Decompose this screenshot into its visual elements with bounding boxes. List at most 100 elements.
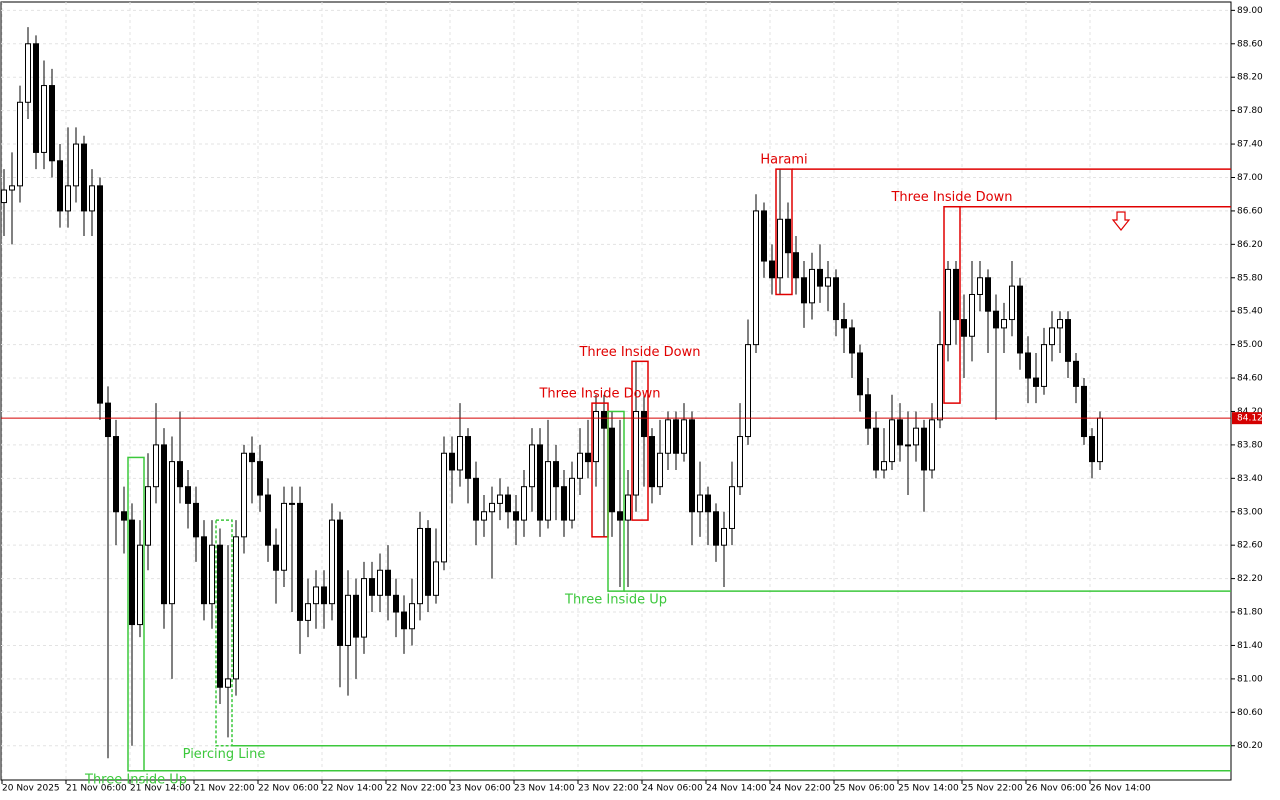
y-tick-label: 87.40 (1237, 140, 1263, 150)
candle-body (9, 185, 15, 191)
candle-body (41, 85, 47, 153)
pattern-label: Three Inside Down (538, 387, 660, 402)
candle-body (385, 569, 391, 596)
candle-body (241, 452, 247, 538)
candle-body (217, 544, 223, 688)
x-tick-label: 20 Nov 2025 (2, 784, 60, 794)
candle-body (953, 268, 959, 321)
candle-body (657, 452, 663, 488)
candle-body (481, 511, 487, 521)
candle-body (593, 410, 599, 463)
candle-body (321, 586, 327, 605)
candle-body (449, 452, 455, 471)
candle-body (585, 452, 591, 463)
candle-body (177, 461, 183, 488)
candle-body (105, 402, 111, 438)
pattern-label: Three Inside Up (564, 593, 667, 608)
candle-body (753, 210, 759, 346)
candle-body (1041, 344, 1047, 387)
candle-body (937, 344, 943, 421)
x-tick-label: 22 Nov 22:00 (386, 784, 447, 794)
candle-body (801, 277, 807, 304)
pattern-label: Three Inside Down (578, 345, 700, 360)
candle-body (745, 344, 751, 438)
candle-body (609, 427, 615, 513)
candle-body (641, 410, 647, 438)
candle-body (961, 319, 967, 337)
candle-body (849, 327, 855, 354)
candle-body (1089, 436, 1095, 463)
candle-body (441, 452, 447, 563)
candle-body (497, 494, 503, 504)
y-tick-label: 82.20 (1237, 574, 1263, 584)
x-tick-label: 25 Nov 14:00 (898, 784, 959, 794)
pattern-label: Three Inside Down (890, 190, 1012, 205)
pattern-label: Harami (760, 153, 807, 168)
candle-body (569, 477, 575, 521)
sell-arrow (1111, 211, 1131, 231)
candle-body (281, 502, 287, 571)
candle-body (233, 536, 239, 680)
candle-body (625, 494, 631, 521)
candle-body (113, 436, 119, 513)
candle-body (57, 160, 63, 212)
candle-body (201, 536, 207, 605)
candle-body (209, 544, 215, 605)
candle-body (129, 519, 135, 626)
candle-body (457, 436, 463, 471)
candle-body (545, 461, 551, 521)
x-tick-label: 23 Nov 06:00 (450, 784, 511, 794)
candle-body (97, 185, 103, 404)
candle-body (329, 519, 335, 605)
candle-body (377, 569, 383, 596)
candle-body (513, 511, 519, 521)
candle-body (1017, 285, 1023, 354)
candle-body (857, 352, 863, 396)
current-price-label: 84.12 (1237, 414, 1263, 424)
x-tick-label: 24 Nov 22:00 (770, 784, 831, 794)
y-tick-label: 83.00 (1237, 507, 1263, 517)
pattern-box (631, 360, 649, 521)
x-tick-label: 24 Nov 14:00 (706, 784, 767, 794)
candle-body (1025, 352, 1031, 379)
candle-body (617, 511, 623, 521)
x-tick-label: 25 Nov 06:00 (834, 784, 895, 794)
candle-body (425, 527, 431, 596)
y-tick-label: 80.60 (1237, 708, 1263, 718)
x-tick-label: 26 Nov 14:00 (1090, 784, 1151, 794)
candle-body (1009, 285, 1015, 321)
candle-body (89, 185, 95, 212)
x-tick-label: 21 Nov 14:00 (130, 784, 191, 794)
candle-body (865, 394, 871, 429)
candle-body (945, 268, 951, 346)
candle-body (737, 436, 743, 488)
candle-body (785, 218, 791, 254)
pattern-box (943, 205, 961, 404)
candle-body (409, 603, 415, 630)
y-tick-label: 84.20 (1237, 407, 1263, 417)
candle-body (969, 293, 975, 337)
candle-body (121, 511, 127, 521)
candle-body (713, 511, 719, 546)
candle-body (297, 502, 303, 621)
candle-body (265, 494, 271, 546)
candle-body (697, 494, 703, 513)
candle-body (825, 277, 831, 287)
candle-body (1033, 377, 1039, 387)
candle-body (473, 477, 479, 521)
candle-body (873, 427, 879, 471)
y-tick-label: 85.40 (1237, 307, 1263, 317)
y-tick-label: 87.00 (1237, 173, 1263, 183)
candle-body (993, 310, 999, 329)
candle-body (161, 444, 167, 605)
candle-body (929, 419, 935, 471)
candle-body (521, 486, 527, 521)
pattern-box (607, 410, 625, 592)
candle-body (313, 586, 319, 605)
candle-body (921, 427, 927, 471)
candle-body (1049, 327, 1055, 346)
y-tick-label: 80.20 (1237, 741, 1263, 751)
candle-body (681, 419, 687, 454)
candle-body (809, 268, 815, 304)
candle-body (841, 319, 847, 329)
